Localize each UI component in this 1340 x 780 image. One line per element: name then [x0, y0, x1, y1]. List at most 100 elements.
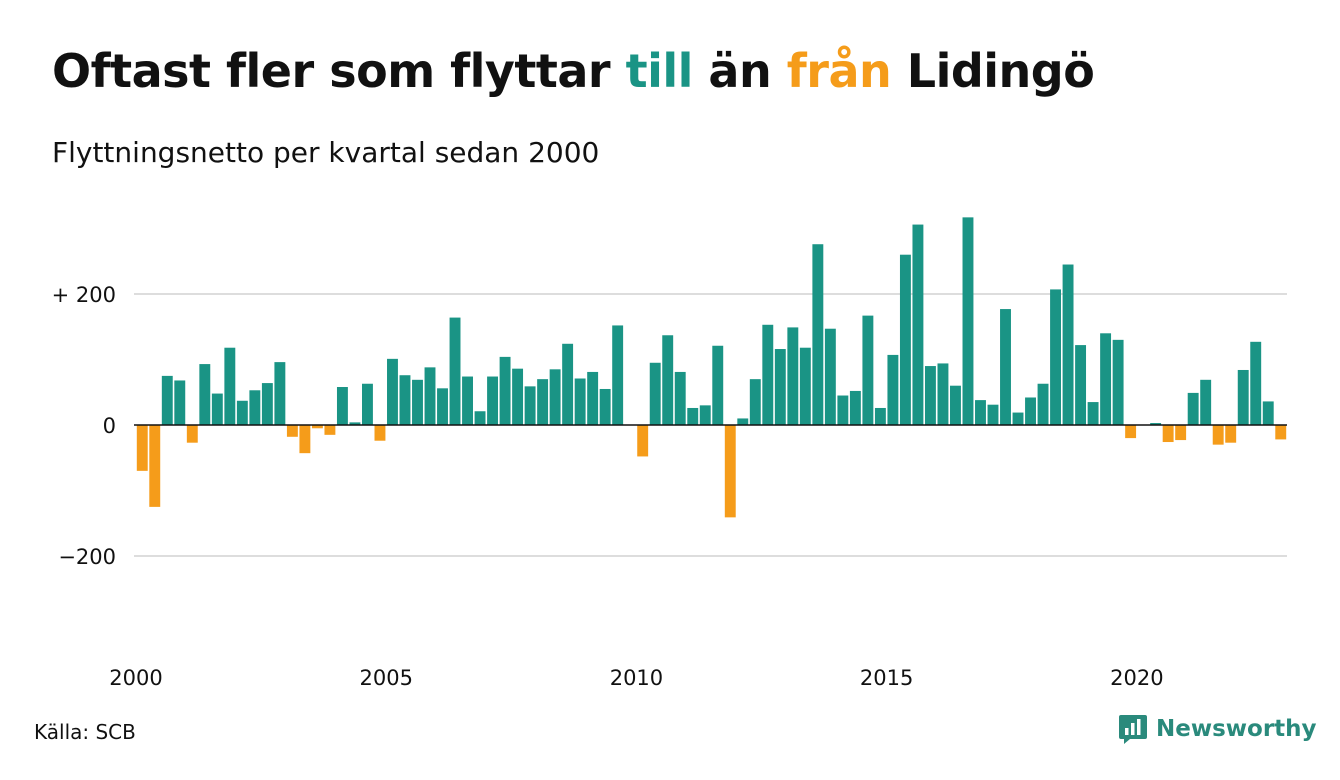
y-tick-label: + 200 — [52, 283, 116, 307]
bar-2017-Q2 — [1000, 309, 1011, 425]
bar-2009-Q1 — [587, 371, 599, 425]
bar-2018-Q4 — [1075, 345, 1087, 425]
bar-2020-Q2 — [1150, 423, 1162, 426]
bar-2008-Q1 — [537, 379, 549, 425]
bar-2016-Q1 — [937, 363, 949, 425]
bar-2003-Q2 — [299, 425, 311, 454]
title-text-3: Lidingö — [891, 44, 1095, 98]
bar-2001-Q1 — [186, 425, 198, 443]
bar-2016-Q2 — [950, 385, 961, 425]
bar-2021-Q1 — [1187, 392, 1199, 425]
x-tick-label: 2020 — [1110, 666, 1163, 690]
bar-2015-Q1 — [887, 354, 899, 425]
bar-2005-Q4 — [424, 367, 436, 425]
bar-2017-Q3 — [1012, 412, 1024, 426]
chart-subtitle: Flyttningsnetto per kvartal sedan 2000 — [52, 136, 600, 169]
bar-2003-Q3 — [311, 425, 323, 429]
bar-2012-Q1 — [737, 418, 749, 425]
bar-2002-Q1 — [236, 400, 248, 425]
bar-2018-Q1 — [1037, 383, 1049, 426]
bar-2008-Q2 — [549, 369, 561, 425]
bar-2015-Q3 — [912, 224, 924, 425]
x-axis-ticks: 2000 2005 2010 2015 2020 — [109, 666, 1163, 690]
brand-logo[interactable]: Newsworthy — [1118, 713, 1317, 745]
bar-2018-Q3 — [1062, 264, 1074, 425]
bar-2016-Q3 — [962, 217, 974, 425]
bar-2001-Q2 — [199, 364, 211, 425]
chart-title: Oftast fler som flyttar till än från Lid… — [52, 44, 1095, 98]
bar-2010-Q2 — [649, 362, 661, 425]
x-tick-label: 2010 — [610, 666, 663, 690]
bar-2004-Q2 — [349, 422, 361, 425]
bar-2007-Q4 — [524, 386, 536, 426]
title-fran: från — [786, 44, 892, 98]
bar-2006-Q1 — [437, 388, 448, 425]
bar-2004-Q1 — [336, 387, 348, 425]
bar-2021-Q4 — [1225, 425, 1237, 443]
bar-2010-Q3 — [662, 335, 674, 425]
bar-2005-Q3 — [412, 379, 423, 426]
bar-2001-Q4 — [224, 347, 236, 425]
bar-2012-Q2 — [749, 379, 761, 425]
bar-2011-Q3 — [712, 345, 724, 426]
title-text-1: Oftast fler som flyttar — [52, 44, 626, 98]
source-note: Källa: SCB — [34, 720, 136, 744]
bar-2016-Q4 — [975, 400, 986, 425]
y-tick-label: 0 — [103, 414, 116, 438]
bar-2002-Q2 — [249, 390, 261, 425]
bar-2020-Q3 — [1162, 425, 1174, 443]
bar-2007-Q1 — [487, 376, 499, 425]
bar-2020-Q4 — [1175, 425, 1187, 441]
bar-2000-Q3 — [161, 375, 173, 426]
bar-2012-Q4 — [774, 349, 786, 425]
bar-2013-Q3 — [812, 244, 824, 425]
bar-2019-Q2 — [1100, 333, 1112, 425]
bar-2005-Q1 — [387, 358, 398, 426]
bar-2011-Q4 — [724, 425, 736, 518]
bar-2017-Q1 — [987, 404, 999, 425]
bar-2000-Q1 — [136, 425, 148, 471]
bar-2012-Q3 — [762, 324, 774, 425]
bar-2019-Q3 — [1112, 339, 1124, 425]
bar-2004-Q4 — [374, 425, 386, 441]
bar-2001-Q3 — [211, 393, 223, 425]
bar-2010-Q1 — [637, 425, 649, 457]
bar-2014-Q2 — [849, 390, 861, 425]
bar-2014-Q1 — [837, 395, 849, 425]
bar-chart: + 200 0 −200 2000 2005 2010 2015 2020 — [52, 217, 1287, 690]
bar-2011-Q2 — [699, 405, 711, 425]
bar-2019-Q1 — [1087, 402, 1099, 425]
bar-2004-Q3 — [362, 383, 373, 426]
bar-2014-Q3 — [862, 315, 874, 426]
bar-2018-Q2 — [1050, 289, 1061, 425]
bar-2005-Q2 — [399, 375, 411, 425]
bar-2007-Q2 — [499, 356, 511, 425]
bars — [136, 217, 1287, 518]
bar-2008-Q4 — [574, 378, 586, 426]
bar-2013-Q4 — [824, 328, 836, 425]
bar-2022-Q1 — [1237, 369, 1249, 425]
bar-2014-Q4 — [874, 407, 886, 425]
bar-chart-logo-icon — [1119, 715, 1147, 744]
bar-2013-Q2 — [799, 347, 811, 425]
bar-2009-Q2 — [599, 388, 611, 425]
x-tick-label: 2005 — [359, 666, 412, 690]
bar-2011-Q1 — [687, 407, 699, 425]
bar-2017-Q4 — [1025, 397, 1036, 425]
bar-2015-Q4 — [924, 366, 936, 425]
bar-2021-Q2 — [1200, 379, 1212, 426]
bar-2000-Q2 — [149, 425, 161, 507]
bar-2002-Q3 — [261, 383, 273, 425]
bar-2022-Q3 — [1262, 401, 1274, 425]
bar-2015-Q2 — [899, 254, 911, 425]
y-axis-ticks: + 200 0 −200 — [52, 283, 116, 569]
bar-2019-Q4 — [1125, 425, 1137, 439]
bar-2022-Q2 — [1250, 341, 1262, 425]
bar-2006-Q4 — [474, 411, 486, 426]
bar-2013-Q1 — [787, 327, 799, 425]
bar-2021-Q3 — [1212, 425, 1224, 445]
title-text-2: än — [692, 44, 787, 98]
bar-2003-Q1 — [286, 425, 298, 437]
bar-2009-Q3 — [612, 325, 624, 425]
grid-lines — [134, 293, 1287, 557]
